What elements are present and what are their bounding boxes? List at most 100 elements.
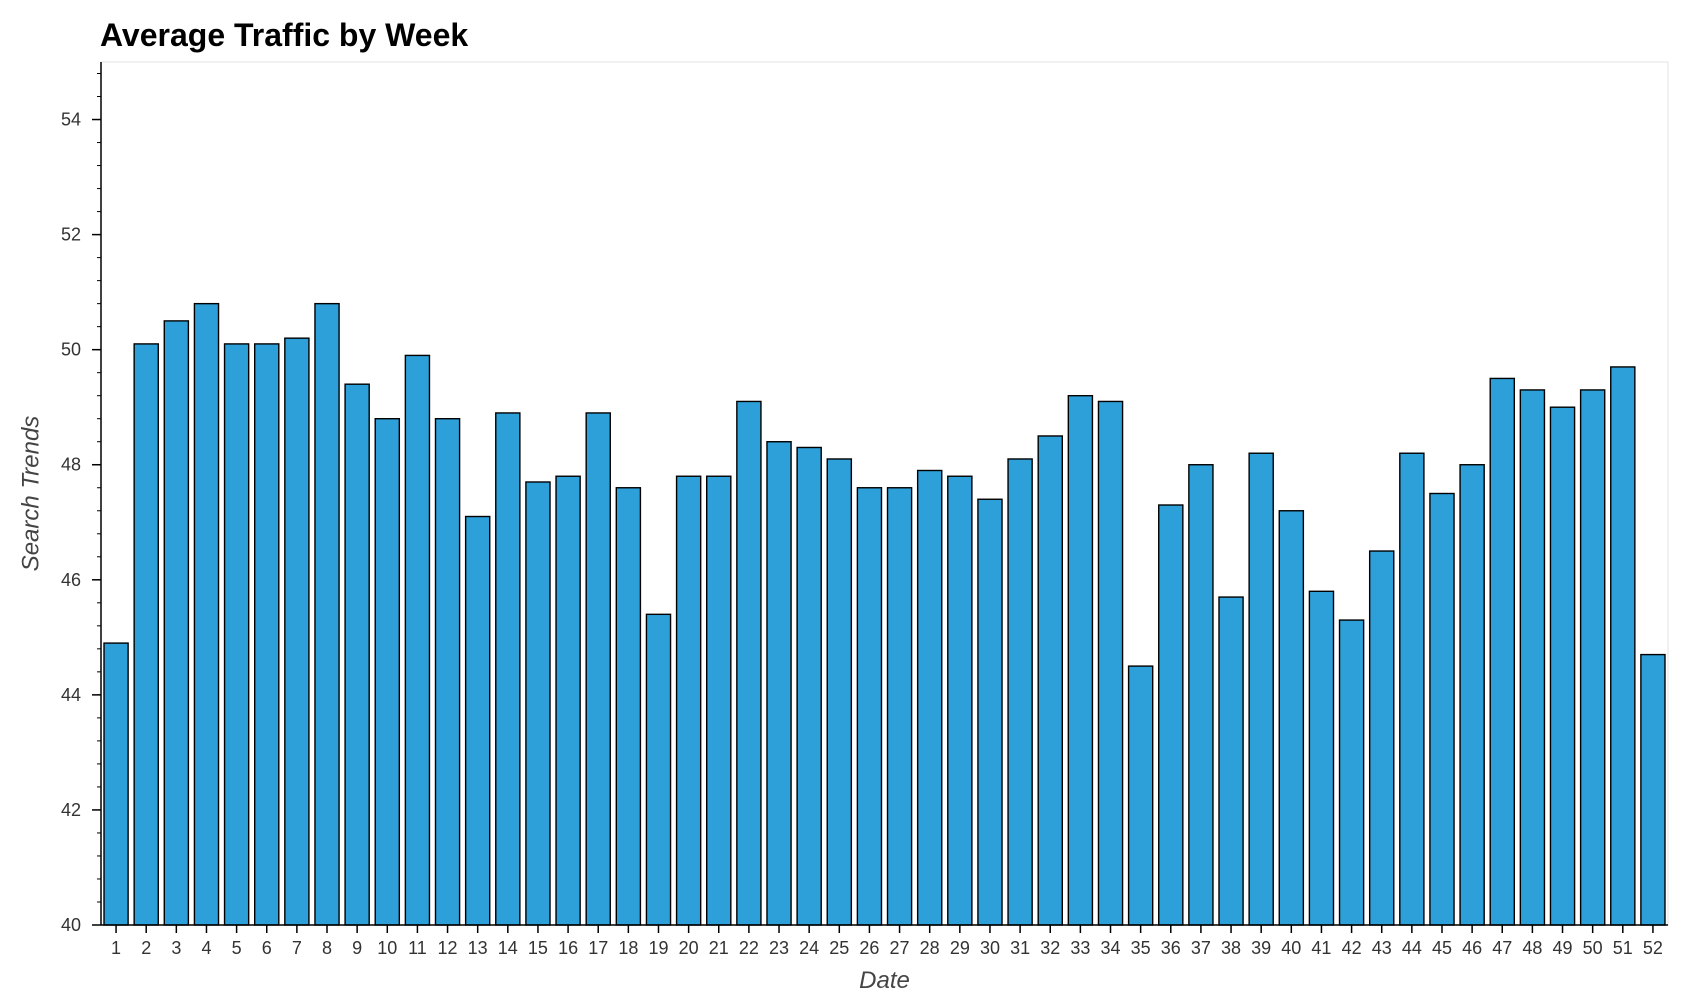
x-tick-label: 4 (201, 938, 211, 958)
bar (585, 412, 611, 926)
bars-layer (103, 302, 1666, 926)
bar (1549, 406, 1576, 926)
bar (796, 446, 822, 926)
bar (977, 498, 1003, 926)
x-tick-label: 36 (1161, 938, 1181, 958)
bar (826, 458, 853, 926)
y-axis-label: Search Trends (17, 416, 44, 572)
x-tick-label: 10 (377, 938, 397, 958)
y-tick-label: 46 (61, 570, 81, 590)
x-tick-label: 5 (232, 938, 242, 958)
x-tick-label: 41 (1311, 938, 1331, 958)
bar (1519, 389, 1546, 926)
bar (103, 642, 129, 926)
x-tick-label: 35 (1131, 938, 1151, 958)
x-tick-label: 9 (352, 938, 362, 958)
x-tick-label: 51 (1613, 938, 1633, 958)
y-axis: 40 42 44 46 48 50 52 54 (61, 62, 102, 935)
x-tick-label: 6 (262, 938, 272, 958)
bar (1037, 435, 1063, 926)
x-tick-label: 13 (468, 938, 488, 958)
x-tick-label: 22 (739, 938, 759, 958)
x-tick-label: 38 (1221, 938, 1241, 958)
bar (736, 400, 762, 926)
bar (1218, 596, 1244, 926)
x-tick-label: 28 (920, 938, 940, 958)
x-tick-label: 3 (171, 938, 181, 958)
bar (886, 487, 913, 926)
bar (1188, 464, 1214, 926)
x-tick-label: 15 (528, 938, 548, 958)
x-tick-label: 33 (1070, 938, 1090, 958)
x-tick-label: 31 (1010, 938, 1030, 958)
x-tick-label: 40 (1281, 938, 1301, 958)
bar (766, 441, 792, 926)
bar (495, 412, 521, 926)
bar (1429, 492, 1455, 926)
x-tick-label: 42 (1342, 938, 1362, 958)
bar (1368, 550, 1395, 926)
bar (555, 475, 581, 926)
x-tick-label: 39 (1251, 938, 1271, 958)
bar (374, 418, 401, 926)
bar (1007, 458, 1033, 926)
bar (1067, 394, 1094, 926)
x-tick-label: 30 (980, 938, 1000, 958)
x-tick-label: 1 (111, 938, 121, 958)
bar (1640, 653, 1666, 926)
x-tick-label: 45 (1432, 938, 1452, 958)
x-tick-label: 32 (1040, 938, 1060, 958)
bar (1579, 389, 1606, 926)
bar (947, 475, 973, 926)
x-tick-label: 34 (1100, 938, 1120, 958)
y-tick-label: 54 (61, 110, 81, 130)
bar (1158, 504, 1184, 926)
x-axis: 1 2 3 4 5 6 7 8 9 10 11 12 13 14 15 16 17 18 19 20 21 22 23 24 2… (101, 924, 1668, 958)
x-tick-label: 23 (769, 938, 789, 958)
x-tick-label: 29 (950, 938, 970, 958)
x-tick-label: 27 (890, 938, 910, 958)
y-tick-label: 52 (61, 225, 81, 245)
x-tick-label: 52 (1643, 938, 1663, 958)
bar (1278, 510, 1305, 926)
x-tick-label: 12 (438, 938, 458, 958)
x-tick-label: 49 (1553, 938, 1573, 958)
bar (1127, 665, 1154, 926)
x-tick-label: 50 (1583, 938, 1603, 958)
chart-title: Average Traffic by Week (100, 17, 468, 53)
x-tick-label: 20 (679, 938, 699, 958)
bar (434, 418, 461, 926)
bar (1459, 464, 1485, 926)
x-tick-label: 8 (322, 938, 332, 958)
bar (1308, 590, 1335, 926)
bar (344, 383, 370, 926)
bar (284, 337, 310, 926)
bar (253, 343, 280, 926)
bar (1610, 366, 1636, 926)
y-tick-label: 42 (61, 800, 81, 820)
x-tick-label: 21 (709, 938, 729, 958)
y-tick-label: 40 (61, 915, 81, 935)
x-tick-label: 16 (558, 938, 578, 958)
x-tick-label: 17 (588, 938, 608, 958)
x-tick-label: 46 (1462, 938, 1482, 958)
x-tick-label: 2 (141, 938, 151, 958)
bar (916, 469, 943, 926)
x-tick-label: 37 (1191, 938, 1211, 958)
bar (675, 475, 702, 926)
bar (1338, 619, 1365, 926)
bar (223, 343, 250, 926)
bar (404, 354, 431, 926)
bar (1399, 452, 1425, 926)
y-tick-label: 50 (61, 340, 81, 360)
bar (163, 320, 190, 926)
x-tick-label: 11 (408, 938, 427, 958)
x-tick-label: 24 (799, 938, 819, 958)
x-tick-label: 48 (1522, 938, 1542, 958)
x-tick-label: 47 (1492, 938, 1512, 958)
bar (133, 343, 159, 926)
bar (856, 487, 883, 926)
bar (645, 613, 672, 926)
